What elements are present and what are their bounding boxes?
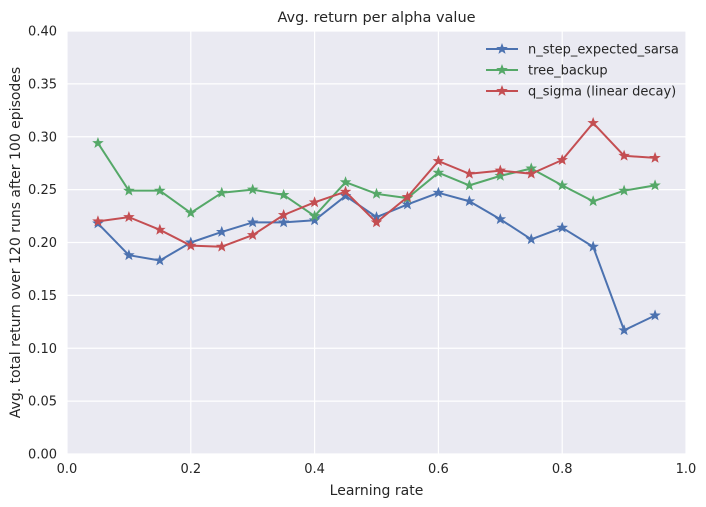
data-point-marker	[618, 149, 630, 161]
data-point-marker	[494, 164, 507, 176]
x-tick-label: 0.2	[180, 462, 201, 477]
data-point-marker	[618, 324, 630, 336]
data-point-marker	[587, 195, 599, 207]
x-tick-label: 0.0	[57, 462, 78, 477]
y-tick-label: 0.15	[28, 289, 57, 304]
data-point-marker	[277, 216, 290, 228]
legend: n_step_expected_sarsa tree_backup q_sigma …	[486, 43, 679, 100]
data-point-marker	[432, 155, 445, 166]
data-point-marker	[525, 233, 538, 245]
series-layer	[92, 116, 661, 336]
legend-marker	[496, 84, 508, 96]
data-point-marker	[556, 179, 568, 191]
data-point-marker	[246, 229, 259, 240]
data-point-marker	[649, 179, 661, 191]
data-point-marker	[92, 215, 104, 227]
tick-labels: 0.0 0.2 0.4 0.6 0.8 1.0 0.00 0.05 0.10 0.15 0.20 0.…	[28, 25, 696, 478]
data-point-marker	[308, 214, 321, 226]
data-point-marker	[339, 176, 352, 188]
y-tick-label: 0.10	[28, 342, 57, 357]
data-point-marker	[649, 151, 661, 163]
series-q-sigma-linear-decay-	[92, 116, 661, 252]
legend-label: tree_backup	[528, 64, 608, 79]
legend-label: n_step_expected_sarsa	[528, 43, 679, 58]
data-point-marker	[308, 209, 321, 221]
data-point-marker	[277, 188, 290, 200]
data-point-marker	[92, 137, 104, 148]
data-point-marker	[215, 225, 228, 237]
data-point-marker	[401, 190, 414, 202]
data-point-marker	[123, 184, 135, 196]
y-tick-label: 0.25	[28, 183, 57, 198]
data-point-marker	[618, 184, 630, 196]
data-point-marker	[463, 167, 476, 179]
data-point-marker	[246, 183, 259, 195]
legend-item: q_sigma (linear decay)	[486, 85, 676, 100]
x-tick-label: 0.6	[428, 462, 449, 477]
data-point-marker	[463, 179, 476, 191]
data-point-marker	[277, 208, 290, 220]
legend-marker	[496, 42, 508, 54]
data-point-marker	[370, 216, 383, 228]
data-point-marker	[432, 186, 445, 198]
y-tick-label: 0.00	[28, 448, 57, 463]
y-tick-label: 0.30	[28, 130, 57, 145]
data-point-marker	[401, 198, 414, 210]
data-point-marker	[154, 184, 166, 196]
data-point-marker	[215, 240, 228, 252]
y-tick-label: 0.20	[28, 236, 57, 251]
data-point-marker	[308, 196, 321, 208]
x-tick-label: 0.4	[304, 462, 325, 477]
y-tick-label: 0.05	[28, 395, 57, 410]
data-point-marker	[556, 153, 568, 165]
data-point-marker	[154, 254, 166, 266]
data-point-marker	[154, 223, 166, 235]
data-point-marker	[370, 187, 383, 199]
data-point-marker	[123, 249, 135, 261]
data-point-marker	[525, 167, 538, 179]
data-point-marker	[215, 186, 228, 198]
data-point-marker	[185, 206, 197, 218]
x-tick-label: 1.0	[676, 462, 697, 477]
y-tick-label: 0.40	[28, 25, 57, 40]
data-point-marker	[185, 239, 197, 251]
data-point-marker	[432, 166, 445, 178]
legend-item: tree_backup	[486, 64, 608, 79]
data-point-marker	[556, 221, 568, 233]
data-point-marker	[494, 169, 507, 181]
legend-label: q_sigma (linear decay)	[528, 85, 676, 100]
legend-item: n_step_expected_sarsa	[486, 43, 679, 58]
y-tick-label: 0.35	[28, 77, 57, 92]
data-point-marker	[339, 185, 352, 197]
data-point-marker	[587, 240, 599, 252]
grid-lines	[66, 30, 687, 455]
data-point-marker	[123, 211, 135, 223]
data-point-marker	[587, 116, 599, 128]
data-point-marker	[246, 216, 259, 228]
data-point-marker	[463, 195, 476, 207]
x-axis-label: Learning rate	[330, 483, 424, 499]
legend-marker	[496, 63, 508, 75]
data-point-marker	[494, 213, 507, 225]
data-point-marker	[649, 309, 661, 321]
x-tick-label: 0.8	[552, 462, 573, 477]
y-axis-label: Avg. total return over 120 runs after 10…	[8, 67, 24, 418]
chart-title: Avg. return per alpha value	[277, 10, 475, 26]
